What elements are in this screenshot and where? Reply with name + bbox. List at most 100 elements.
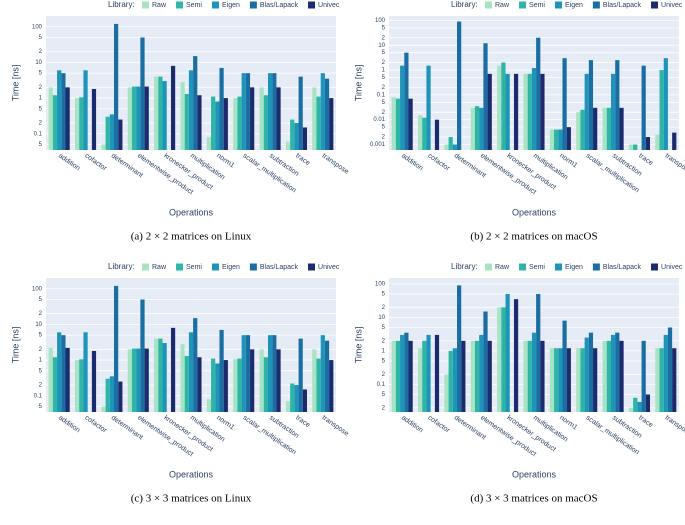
bar: [566, 127, 571, 150]
x-tick-label: trace: [294, 152, 311, 167]
bar: [170, 65, 176, 150]
bar: [127, 349, 132, 412]
bar: [633, 144, 638, 150]
y-tick-label: 2: [382, 60, 386, 66]
bar: [448, 137, 453, 150]
bar: [219, 329, 224, 412]
legend-swatch: [249, 263, 257, 271]
bar: [324, 340, 330, 412]
y-tick-label: 5: [382, 100, 386, 106]
bar: [391, 340, 396, 412]
bar: [487, 73, 492, 150]
legend-swatch: [142, 263, 149, 271]
bar: [211, 96, 216, 150]
bar: [501, 307, 506, 412]
y-tick-label: 2: [39, 49, 43, 55]
bar: [479, 334, 484, 412]
legend-label: Univec: [661, 2, 683, 9]
bar: [588, 332, 594, 412]
x-tick-label: transpose: [321, 414, 350, 437]
bar: [584, 73, 589, 150]
y-tick-label: 100: [32, 286, 43, 292]
bar: [136, 86, 141, 150]
x-tick-label: cofactor: [426, 152, 451, 172]
y-tick-label: 5: [382, 50, 386, 56]
legend-swatch: [485, 263, 492, 271]
bar: [83, 70, 88, 150]
bar: [79, 359, 84, 412]
x-tick-label: transpose: [321, 152, 350, 175]
bar: [655, 134, 660, 150]
bar: [91, 350, 97, 412]
bar: [48, 347, 53, 412]
bar: [554, 129, 559, 150]
y-tick-label: 5: [39, 106, 43, 112]
bar: [655, 348, 660, 412]
bar: [101, 144, 106, 150]
bar: [162, 343, 167, 412]
legend-label: Eigen: [222, 264, 240, 271]
bar: [395, 98, 401, 150]
legend-label: Raw: [495, 264, 510, 271]
bar: [298, 338, 303, 412]
bar: [418, 348, 423, 412]
y-tick-label: 0.001: [370, 142, 386, 148]
legend-swatch: [249, 1, 257, 9]
legend-label: Raw: [495, 2, 510, 9]
bar: [52, 357, 58, 412]
bar: [633, 397, 638, 412]
bar: [501, 62, 506, 150]
bar: [523, 340, 528, 412]
bar: [610, 334, 616, 412]
y-tick-label: 100: [32, 24, 43, 30]
bar: [101, 406, 106, 412]
bar: [320, 73, 325, 150]
bar: [131, 348, 137, 412]
bar: [75, 98, 80, 150]
y-tick-label: 0.1: [34, 131, 43, 137]
caption: (b) 2 × 2 matrices on macOS: [470, 231, 597, 243]
bar: [180, 82, 185, 150]
bar: [667, 327, 673, 412]
bar: [505, 73, 510, 150]
legend-swatch: [651, 263, 659, 271]
legend-swatch: [142, 1, 149, 9]
bar: [241, 335, 246, 412]
bar: [316, 358, 321, 412]
bar: [329, 98, 334, 150]
bar: [513, 73, 519, 150]
bar: [479, 107, 484, 150]
bar: [628, 144, 634, 150]
y-tick-label: 10: [378, 315, 385, 321]
bar: [250, 87, 255, 150]
bar: [540, 73, 545, 150]
y-tick-label: 2: [382, 35, 386, 41]
bar: [395, 340, 401, 412]
legend-label: Semi: [186, 264, 202, 271]
bar: [426, 334, 431, 412]
bar: [272, 335, 277, 412]
bar: [180, 344, 185, 412]
bar: [497, 65, 502, 150]
x-tick-label: cofactor: [83, 152, 108, 172]
legend-swatch: [592, 1, 600, 9]
y-tick-label: 2: [382, 110, 386, 116]
y-tick-label: 2: [382, 338, 386, 344]
legend-swatch: [651, 1, 659, 9]
y-tick-label: 100: [375, 281, 386, 287]
bar: [91, 88, 97, 150]
bar: [497, 307, 502, 412]
bar: [193, 56, 198, 150]
y-tick-label: 2: [39, 383, 43, 389]
bar: [584, 337, 589, 412]
y-tick-label: 2: [39, 121, 43, 127]
bar: [162, 81, 167, 150]
bar: [588, 60, 594, 150]
bar: [316, 96, 321, 150]
x-tick-label: trace: [294, 414, 311, 429]
bar: [474, 340, 480, 412]
legend-label: Raw: [152, 2, 167, 9]
caption: (a) 2 × 2 matrices on Linux: [131, 231, 252, 243]
legend-title: Library:: [451, 262, 478, 271]
